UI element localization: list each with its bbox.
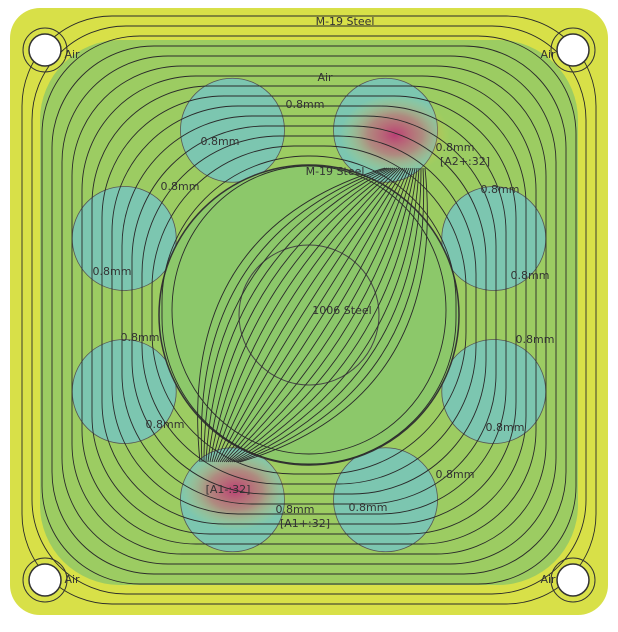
label: Air bbox=[317, 71, 333, 84]
slot bbox=[334, 448, 438, 552]
label: 0.8mm bbox=[516, 333, 555, 346]
label: 0.8mm bbox=[286, 98, 325, 111]
label: 0.8mm bbox=[486, 421, 525, 434]
label: Air bbox=[64, 48, 80, 61]
label: 0.8mm bbox=[201, 135, 240, 148]
label: Air bbox=[540, 48, 556, 61]
label: 0.8mm bbox=[349, 501, 388, 514]
label: 0.8mm bbox=[436, 468, 475, 481]
label: Air bbox=[64, 573, 80, 586]
hole bbox=[29, 34, 61, 66]
label: Air bbox=[540, 573, 556, 586]
label: 0.8mm bbox=[121, 331, 160, 344]
field-plot: M-19 SteelAirAirAir0.8mm0.8mm0.8mm0.8mm[… bbox=[0, 0, 618, 632]
label: M-19 Steel bbox=[306, 165, 365, 178]
label: 0.8mm bbox=[146, 418, 185, 431]
label: 0.8mm bbox=[481, 183, 520, 196]
label: 0.8mm bbox=[436, 141, 475, 154]
hole bbox=[557, 34, 589, 66]
hole bbox=[29, 564, 61, 596]
label: 0.8mm bbox=[276, 503, 315, 516]
label: M-19 Steel bbox=[316, 15, 375, 28]
label: 1006 Steel bbox=[312, 304, 371, 317]
hole bbox=[557, 564, 589, 596]
label: [A1-:32] bbox=[206, 483, 251, 496]
label: [A1+:32] bbox=[280, 517, 330, 530]
label: [A2+:32] bbox=[440, 155, 490, 168]
label: 0.8mm bbox=[511, 269, 550, 282]
label: 0.8mm bbox=[93, 265, 132, 278]
label: 0.8mm bbox=[161, 180, 200, 193]
